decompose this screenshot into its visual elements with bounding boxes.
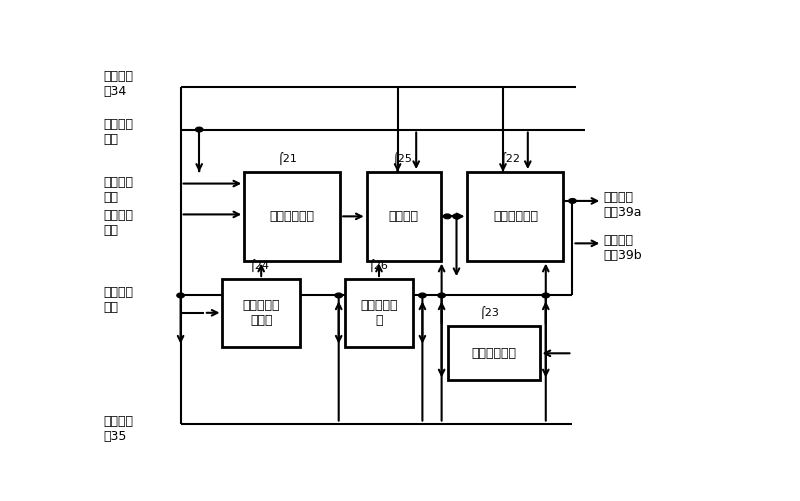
Text: ⌠23: ⌠23 bbox=[480, 306, 500, 319]
Text: 反向电压
源35: 反向电压 源35 bbox=[103, 415, 133, 443]
Text: 第一输出
端口39a: 第一输出 端口39a bbox=[603, 191, 642, 219]
Text: 第一时钟
信号: 第一时钟 信号 bbox=[103, 118, 133, 146]
Text: ⌠22: ⌠22 bbox=[501, 152, 521, 165]
Circle shape bbox=[453, 214, 460, 218]
Circle shape bbox=[569, 198, 576, 203]
Circle shape bbox=[195, 127, 203, 132]
Bar bbox=[467, 172, 563, 261]
Circle shape bbox=[418, 293, 426, 298]
Text: 启动电压
源34: 启动电压 源34 bbox=[103, 70, 133, 98]
Text: ⌠21: ⌠21 bbox=[278, 152, 298, 165]
Text: 电压移位控
制模块: 电压移位控 制模块 bbox=[242, 299, 280, 327]
Circle shape bbox=[443, 214, 451, 218]
Text: ⌠25: ⌠25 bbox=[393, 152, 413, 165]
Bar bbox=[244, 172, 340, 261]
Text: 稳压控制模
块: 稳压控制模 块 bbox=[360, 299, 398, 327]
Circle shape bbox=[438, 293, 446, 298]
Bar bbox=[448, 326, 539, 380]
Text: 电压移位模块: 电压移位模块 bbox=[270, 210, 314, 223]
Text: 补充电压模块: 补充电压模块 bbox=[471, 347, 516, 360]
Text: 第三时钟
信号: 第三时钟 信号 bbox=[103, 286, 133, 314]
Text: 稳压模块: 稳压模块 bbox=[389, 210, 419, 223]
Text: 接收电压
信号: 接收电压 信号 bbox=[103, 176, 133, 204]
Text: 电压反向模块: 电压反向模块 bbox=[493, 210, 538, 223]
Text: ⌠24: ⌠24 bbox=[250, 259, 270, 272]
Text: 第二时钟
信号: 第二时钟 信号 bbox=[103, 208, 133, 236]
Bar bbox=[366, 172, 441, 261]
Text: 第二输出
端口39b: 第二输出 端口39b bbox=[603, 234, 642, 262]
Text: ⌠26: ⌠26 bbox=[369, 259, 389, 272]
Circle shape bbox=[177, 293, 184, 298]
Bar bbox=[222, 279, 300, 347]
Circle shape bbox=[542, 293, 550, 298]
Bar bbox=[345, 279, 413, 347]
Circle shape bbox=[335, 293, 342, 298]
